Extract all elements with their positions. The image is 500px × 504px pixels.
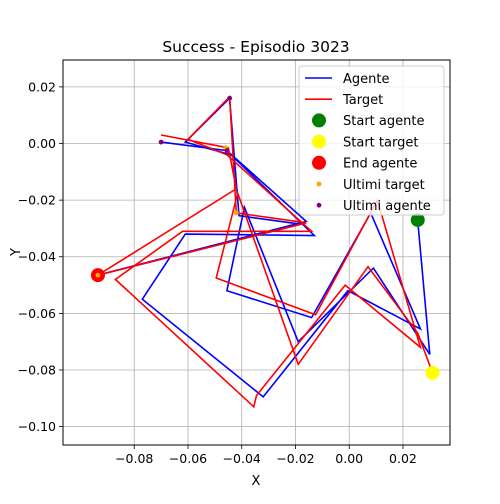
y-tick-label: −0.10: [18, 419, 56, 434]
legend-swatch: [312, 155, 326, 170]
plot-frame: [62, 59, 451, 446]
y-axis: 0.02 0.00 −0.02 −0.04 −0.06 −0.08 −0.10: [18, 79, 63, 434]
y-tick-label: −0.04: [18, 249, 56, 264]
x-tick-label: −0.08: [115, 451, 153, 466]
x-axis-label: X: [252, 474, 261, 489]
series-line-target: [97, 94, 434, 409]
legend-label: Target: [342, 93, 383, 108]
x-tick-label: −0.04: [223, 451, 261, 466]
x-tick-label: −0.02: [276, 451, 314, 466]
marker-ultimi-agente: [158, 139, 164, 145]
marker-start-agente: [410, 212, 425, 227]
marker-ultimi-target: [233, 210, 239, 216]
series-lines: [97, 94, 434, 409]
marker-start-target: [425, 365, 440, 380]
x-tick-label: −0.06: [169, 451, 207, 466]
legend-label: Agente: [343, 72, 389, 87]
legend-swatch: [312, 134, 326, 149]
x-tick-label: 0.00: [335, 451, 363, 466]
y-tick-label: −0.02: [18, 193, 56, 208]
y-tick-label: −0.08: [18, 362, 56, 377]
legend-box: [298, 65, 445, 216]
marker-ultimi-agente: [224, 148, 230, 153]
legend-label: Ultimi agente: [343, 199, 431, 214]
x-tick-label: 0.02: [389, 451, 417, 466]
x-axis: −0.08 −0.06 −0.04 −0.02 0.00 0.02: [115, 445, 417, 466]
legend-label: Start agente: [343, 114, 424, 129]
legend: Agente Target Start agente Start target End …: [298, 65, 445, 216]
marker-ultimi-target: [95, 272, 101, 278]
y-tick-label: 0.02: [28, 79, 56, 94]
marker-ultimi-agente: [227, 95, 233, 101]
legend-label: End agente: [343, 157, 417, 172]
y-tick-label: −0.06: [18, 306, 56, 321]
y-axis-label: Y: [9, 248, 24, 257]
legend-swatch: [312, 113, 326, 128]
legend-label: Ultimi target: [343, 178, 425, 193]
markers: [90, 95, 440, 380]
legend-swatch: [316, 181, 322, 187]
legend-label: Start target: [343, 135, 418, 150]
y-tick-label: 0.00: [28, 136, 56, 151]
legend-swatch: [316, 202, 322, 208]
chart-title: Success - Episodio 3023: [162, 38, 349, 56]
